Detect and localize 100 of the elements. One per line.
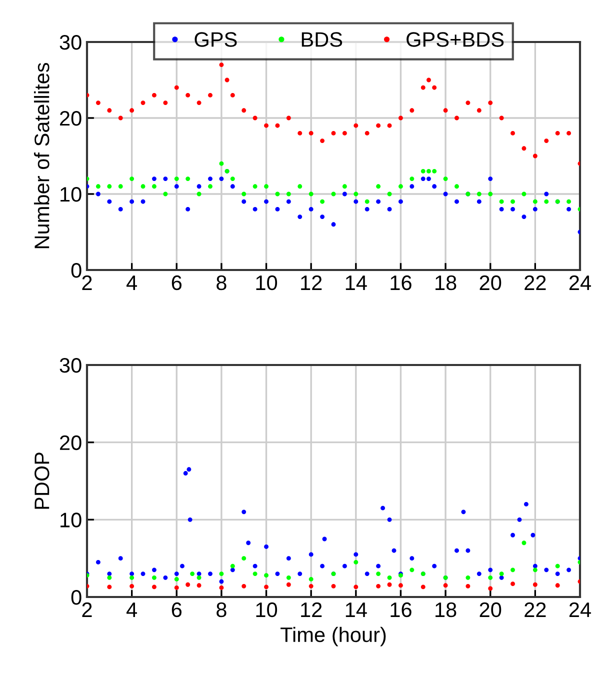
point (342, 184, 347, 189)
point (196, 575, 202, 580)
point (532, 206, 538, 212)
point (454, 184, 459, 189)
point (252, 184, 258, 189)
point (196, 192, 202, 196)
x-tick-label: 22 (524, 602, 546, 617)
point (286, 116, 291, 120)
point (510, 199, 515, 204)
point (219, 572, 224, 576)
legend-label: GPS (194, 32, 237, 47)
legend-label: BDS (302, 32, 342, 47)
point (286, 199, 291, 204)
x-tick-label: 24 (569, 275, 591, 290)
x-tick-label: 14 (346, 276, 367, 290)
point (364, 206, 370, 212)
point (224, 78, 230, 82)
point (466, 575, 470, 580)
point (163, 575, 168, 580)
point (174, 85, 179, 90)
point (499, 572, 504, 576)
point (499, 206, 504, 212)
point (466, 548, 470, 553)
point (130, 572, 134, 576)
point (410, 556, 414, 561)
point (432, 168, 437, 174)
point (186, 582, 190, 587)
x-tick-label: 6 (172, 602, 182, 618)
point (219, 579, 224, 584)
point (320, 214, 325, 220)
point (443, 583, 448, 588)
point (188, 517, 192, 522)
point (308, 552, 314, 557)
y-tick-label: 10 (60, 512, 82, 528)
point (432, 85, 437, 90)
point (186, 467, 192, 472)
x-tick-label: 20 (480, 602, 502, 618)
point (476, 192, 482, 196)
point (118, 206, 123, 212)
point (410, 568, 414, 572)
x-tick-label: 8 (216, 275, 226, 290)
y-tick-label: 20 (60, 435, 82, 450)
point (183, 471, 188, 476)
point (230, 176, 235, 182)
x-tick-label: 10 (256, 602, 278, 618)
point (140, 572, 146, 576)
point (196, 100, 202, 106)
point (555, 583, 560, 588)
point (476, 572, 482, 576)
point (488, 176, 493, 182)
point (364, 199, 370, 204)
point (180, 564, 184, 568)
point (264, 184, 268, 189)
y-tick-label: 0 (71, 590, 82, 605)
point (354, 123, 358, 128)
point (522, 540, 526, 546)
point (488, 568, 493, 572)
point (242, 192, 246, 196)
point (174, 176, 179, 182)
x-tick-label: 6 (172, 275, 182, 290)
point (286, 556, 291, 561)
point (230, 564, 235, 568)
y-tick-label: 0 (71, 263, 82, 278)
point (426, 176, 431, 182)
point (130, 584, 134, 588)
point (398, 199, 403, 204)
y-axis-title: Number of Satellites (34, 62, 50, 248)
point (454, 199, 459, 204)
point (298, 214, 302, 220)
point (308, 584, 314, 588)
point (322, 536, 327, 542)
point (466, 100, 470, 106)
point (186, 176, 190, 182)
point (454, 548, 459, 553)
x-tick-label: 4 (126, 276, 137, 290)
point (488, 100, 493, 106)
point (196, 184, 202, 189)
point (426, 78, 431, 82)
x-tick-label: 24 (569, 602, 591, 617)
point (510, 568, 515, 572)
point (96, 560, 100, 564)
point (308, 576, 314, 582)
point (219, 161, 224, 166)
y-tick-label: 10 (60, 187, 82, 202)
point (264, 544, 268, 549)
point (499, 116, 504, 120)
x-tick-label: 18 (436, 602, 456, 618)
point (96, 192, 100, 196)
point (286, 575, 291, 580)
x-tick-label: 8 (216, 602, 226, 618)
point (298, 572, 302, 576)
point (152, 575, 156, 580)
point (152, 584, 156, 590)
point (410, 184, 414, 189)
point (252, 572, 258, 576)
point (392, 548, 396, 553)
point (331, 192, 336, 196)
point (420, 168, 426, 174)
point (544, 138, 549, 144)
point (420, 584, 426, 590)
